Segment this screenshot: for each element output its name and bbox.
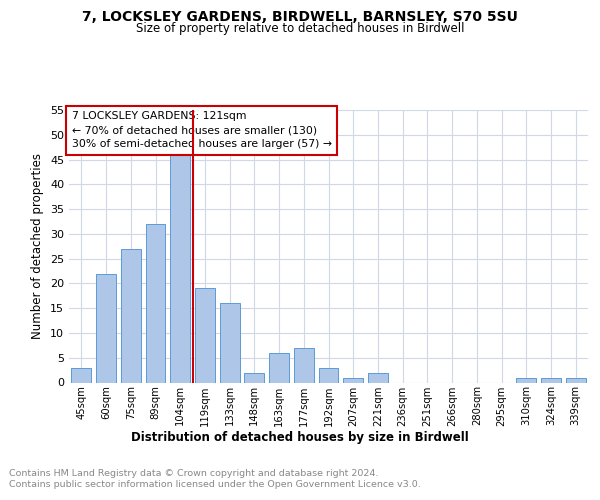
Bar	[517, 378, 536, 382]
Bar	[71, 368, 91, 382]
Bar	[368, 372, 388, 382]
Text: Contains HM Land Registry data © Crown copyright and database right 2024.: Contains HM Land Registry data © Crown c…	[9, 469, 379, 478]
Bar	[220, 303, 239, 382]
Text: 7 LOCKSLEY GARDENS: 121sqm
← 70% of detached houses are smaller (130)
30% of sem: 7 LOCKSLEY GARDENS: 121sqm ← 70% of deta…	[71, 112, 332, 150]
Bar	[121, 248, 140, 382]
Bar	[269, 353, 289, 382]
Bar	[244, 372, 264, 382]
Text: Size of property relative to detached houses in Birdwell: Size of property relative to detached ho…	[136, 22, 464, 35]
Y-axis label: Number of detached properties: Number of detached properties	[31, 153, 44, 339]
Bar	[96, 274, 116, 382]
Text: 7, LOCKSLEY GARDENS, BIRDWELL, BARNSLEY, S70 5SU: 7, LOCKSLEY GARDENS, BIRDWELL, BARNSLEY,…	[82, 10, 518, 24]
Bar	[146, 224, 166, 382]
Bar	[319, 368, 338, 382]
Bar	[343, 378, 363, 382]
Bar	[294, 348, 314, 382]
Bar	[541, 378, 561, 382]
Text: Distribution of detached houses by size in Birdwell: Distribution of detached houses by size …	[131, 431, 469, 444]
Bar	[170, 154, 190, 382]
Text: Contains public sector information licensed under the Open Government Licence v3: Contains public sector information licen…	[9, 480, 421, 489]
Bar	[195, 288, 215, 382]
Bar	[566, 378, 586, 382]
